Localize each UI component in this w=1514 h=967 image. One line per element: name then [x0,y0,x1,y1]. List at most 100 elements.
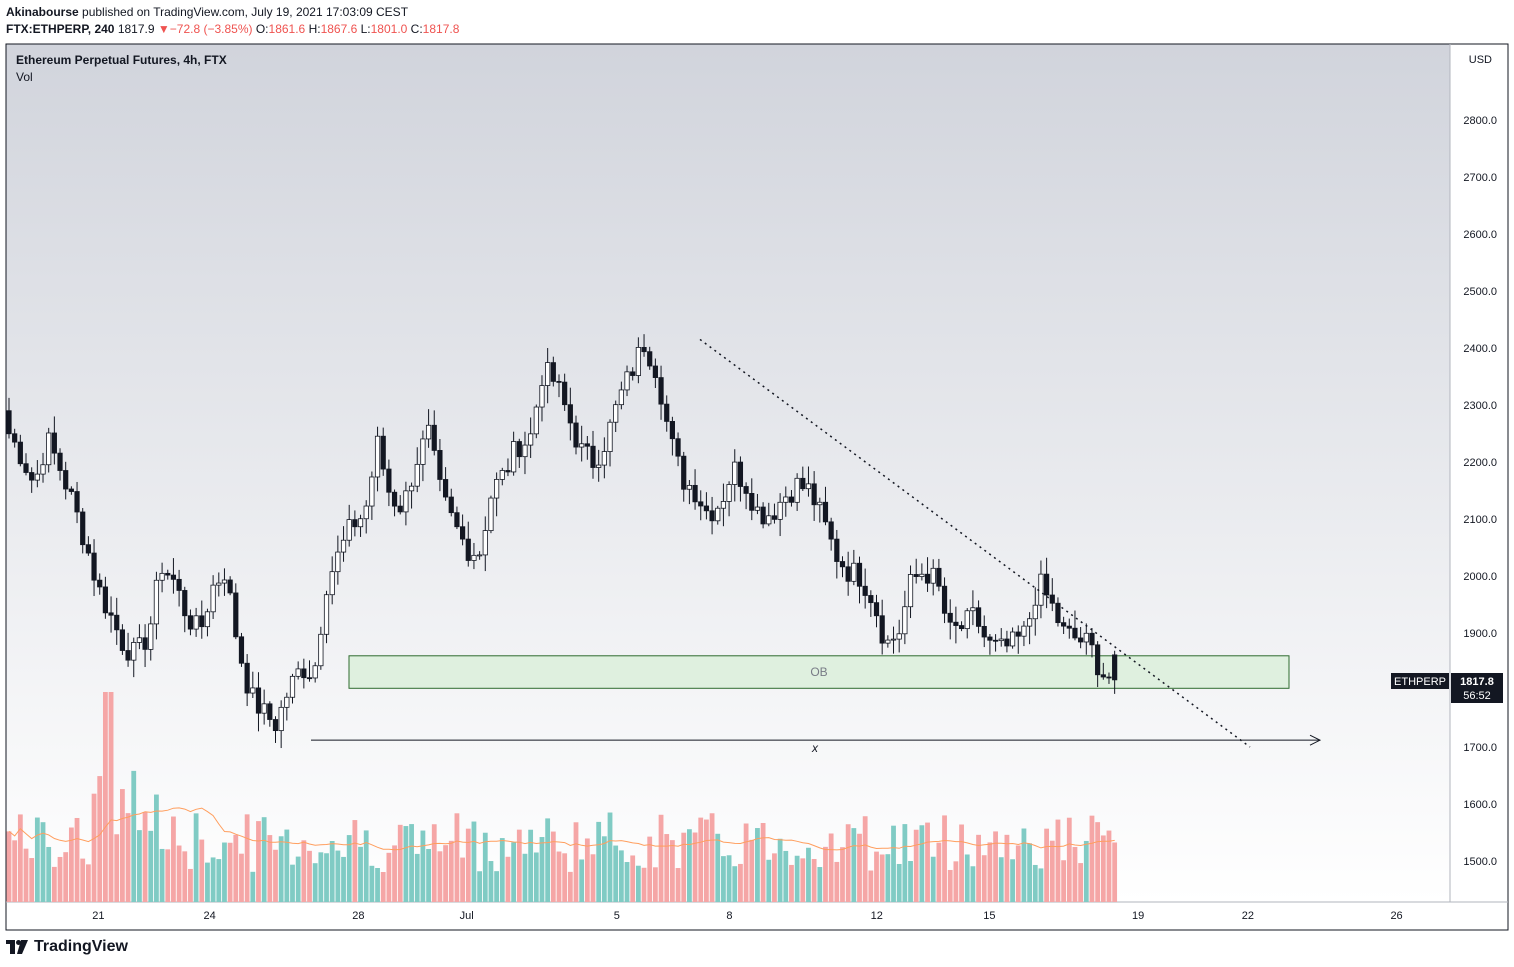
volume-bar [1010,859,1015,902]
candle-body [556,380,562,383]
volume-bar [482,832,488,902]
volume-bar [414,853,420,902]
author-name[interactable]: Akinabourse [6,5,79,19]
volume-bar [392,845,397,902]
candle-body [499,470,505,480]
low-value: 1801.0 [370,22,408,36]
volume-bar [919,825,925,902]
volume-bar [613,845,619,902]
volume-bar [896,863,902,902]
candle-body [516,441,522,458]
volume-bar [80,858,86,902]
volume-bar [772,853,777,902]
candle-body [465,538,471,561]
change-value: −72.8 (−3.85%) [169,22,253,36]
candle-body [193,615,199,630]
volume-bar [998,857,1004,902]
volume-bar [630,855,636,902]
volume-bar [85,864,91,902]
volume-bar [114,834,120,902]
volume-bar [154,794,159,902]
candle-body [397,505,403,513]
time-tick-label: 21 [92,910,104,922]
price-axis-ticks[interactable]: 2800.0 2700.0 2600.0 2500.0 2400.0 2300.0 2200… [1463,115,1497,868]
candle-body [482,530,488,556]
price-tick-label: 2000.0 [1463,571,1497,583]
symbol-label: FTX:ETHPERP, 240 [6,22,115,36]
volume-bar [380,871,386,902]
volume-bar [618,850,624,902]
volume-bar [159,848,165,902]
candle-body [896,633,902,640]
candle-body [579,443,585,448]
candle-body [618,389,624,406]
tradingview-logo-icon [6,940,28,954]
candle-body [630,371,636,376]
candle-body [953,621,959,626]
candle-body [267,703,273,720]
candle-body [1072,627,1078,639]
candle-body [1055,602,1061,624]
volume-bar [68,827,74,902]
volume-bar [239,853,244,902]
candle-body [777,501,783,520]
candle-body [856,562,863,587]
candle-body [1078,637,1084,643]
candle-body [437,450,443,480]
volume-bar [465,828,471,902]
volume-bar [12,840,18,902]
volume-bar [1078,863,1084,902]
candle-body [607,421,613,452]
volume-bar [57,856,63,902]
open-value: 1861.6 [268,22,306,36]
candle-body [448,496,454,514]
candle-body [68,488,74,492]
candle-body [459,526,466,540]
price-tick-label: 2800.0 [1463,115,1497,127]
candle-body [46,432,52,466]
candle-body [817,501,823,506]
volume-bar [1072,846,1078,902]
volume-bar [176,845,182,902]
time-tick-label: 19 [1132,910,1144,922]
time-axis-ticks[interactable]: 21 24 28 Jul 5 8 12 15 19 22 26 [92,910,1402,922]
candle-body [511,441,517,473]
volume-bar [363,830,369,902]
candle-body [1106,676,1112,679]
volume-bar [698,817,704,902]
candle-body [975,607,982,627]
candle-body [51,432,57,454]
volume-bar [301,840,307,902]
candle-body [284,696,290,708]
published-text: published on TradingView.com, July 19, 2… [82,5,409,19]
trendline[interactable] [699,338,1251,748]
candle-body [318,633,324,667]
legend-title: Ethereum Perpetual Futures, 4h, FTX [16,53,227,67]
candle-body [471,554,477,561]
volume-bar [539,837,545,902]
volume-bar [318,852,324,902]
footer-brand[interactable]: TradingView [6,938,128,956]
volume-bar [675,868,681,902]
candle-body [148,623,154,650]
volume-bar [267,835,273,902]
price-tick-label: 1900.0 [1463,628,1497,640]
volume-bars [6,692,1118,902]
currency-label[interactable]: USD [1469,54,1492,66]
candle-body [743,486,749,494]
candle-body [329,571,335,596]
volume-bar [358,846,363,902]
price-tick-label: 1700.0 [1463,742,1497,754]
candle-body [584,443,590,447]
volume-bar [171,816,176,902]
candle-body [647,351,653,367]
time-tick-label: 8 [726,910,732,922]
volume-bar [222,842,227,902]
volume-bar [851,828,857,902]
candle-body [794,477,800,503]
ob-zone[interactable] [348,655,1290,689]
candle-body [210,584,216,613]
volume-bar [556,851,562,902]
volume-bar [1112,842,1118,902]
